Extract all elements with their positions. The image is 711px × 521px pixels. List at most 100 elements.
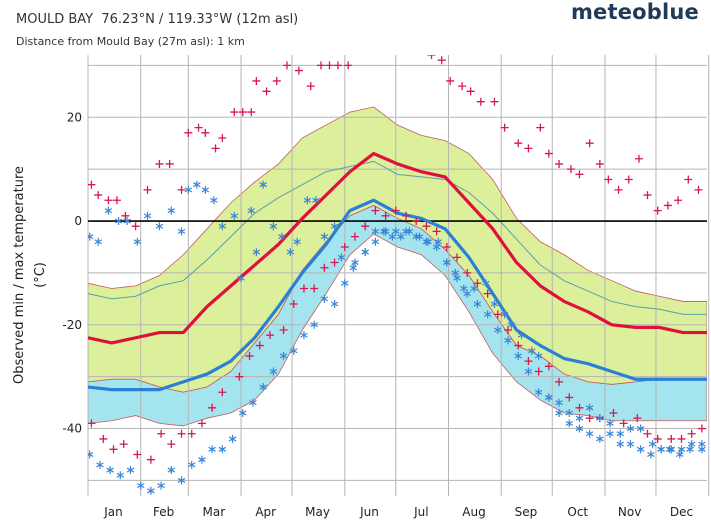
max-mean-line (87, 160, 707, 315)
chart-title: MOULD BAY 76.23°N / 119.33°W (12m asl) (16, 12, 298, 27)
max-record-marker (325, 61, 334, 70)
cold-min-marker (208, 445, 216, 454)
cold-max-marker (667, 434, 676, 443)
min-record-marker (575, 414, 584, 423)
cold-max-marker (340, 242, 349, 251)
min-record-marker (155, 222, 164, 231)
min-record-marker (380, 227, 388, 236)
min-record-marker (133, 237, 142, 246)
cold-max-marker (133, 450, 142, 459)
cold-min-marker (279, 351, 288, 360)
cold-max-marker (619, 419, 628, 428)
min-record-marker (507, 320, 516, 329)
min-record-marker (451, 268, 460, 277)
cold-max-marker (514, 341, 523, 350)
cold-max-marker (687, 429, 696, 438)
cold-min-marker (290, 346, 298, 355)
cold-max-marker (320, 263, 329, 272)
min-record-marker (193, 180, 201, 189)
month-label: Aug (462, 505, 485, 519)
min-record-marker (177, 227, 186, 236)
max-record-marker (437, 56, 446, 65)
max-record-marker (201, 128, 210, 137)
min-temperature-line (88, 198, 707, 392)
cold-min-marker (514, 351, 523, 360)
max-record-marker (262, 87, 271, 96)
cold-max-marker (422, 222, 431, 231)
cold-min-marker (392, 227, 400, 236)
cold-min-marker (636, 445, 645, 454)
cold-min-marker (218, 445, 227, 454)
cold-min-marker (361, 248, 369, 257)
cold-max-marker (119, 440, 128, 449)
max-record-marker (306, 82, 315, 91)
cold-min-marker (269, 367, 278, 376)
min-record-marker (104, 206, 113, 215)
min-record-marker (470, 284, 478, 293)
y-axis-label-line: (°C) (33, 262, 48, 288)
meteoblue-logo[interactable]: meteoblue (570, 0, 699, 24)
y-tick-label: 0 (74, 214, 82, 228)
cold-min-marker (422, 237, 431, 246)
max-temperature-line (88, 151, 707, 345)
month-label: Oct (567, 505, 588, 519)
max-record-marker (354, 41, 362, 49)
month-label: Nov (618, 505, 641, 519)
max-record-marker (536, 123, 545, 132)
cold-min-marker (585, 429, 594, 438)
cold-max-marker (235, 372, 244, 381)
max-record-marker (614, 185, 623, 194)
cold-max-marker (493, 310, 502, 319)
max-record-marker (490, 97, 499, 106)
max-record-marker (595, 159, 604, 168)
cold-min-marker (575, 424, 584, 433)
month-label: Jan (103, 505, 123, 519)
max-record-marker (407, 46, 415, 54)
cold-max-marker (483, 289, 492, 298)
cold-min-marker (626, 440, 635, 449)
y-axis-label: Observed min / max temperature (°C) (12, 166, 48, 384)
cold-min-marker (657, 445, 665, 454)
cold-max-marker (255, 341, 264, 350)
cold-min-marker (453, 274, 461, 283)
max-record-marker (333, 61, 342, 70)
month-label: Jul (413, 505, 428, 519)
min-record-marker (320, 232, 329, 241)
y-tick-label: 20 (67, 110, 82, 124)
min-record-marker (88, 232, 94, 241)
max-record-marker (294, 66, 303, 75)
month-label: Sep (515, 505, 538, 519)
min-record-marker (405, 227, 414, 236)
cold-min-marker (381, 227, 390, 236)
cold-min-marker (310, 320, 318, 329)
min-record-marker (555, 398, 563, 407)
min-record-marker (424, 237, 432, 246)
max-record-marker (458, 82, 467, 91)
cold-min-marker (300, 331, 308, 340)
cold-max-marker (99, 434, 108, 443)
max-record-marker (143, 185, 152, 194)
month-label: May (305, 505, 330, 519)
cold-max-marker (524, 357, 533, 366)
max-record-marker (218, 134, 227, 143)
cold-min-marker (116, 471, 125, 480)
cold-min-marker (320, 294, 329, 303)
max-record-marker (634, 154, 643, 163)
cold-min-marker (463, 289, 471, 298)
min-record-marker (686, 445, 694, 454)
cold-min-marker (432, 242, 441, 251)
max-record-marker (427, 55, 436, 59)
cold-max-marker (265, 331, 274, 340)
max-record-marker (604, 175, 613, 184)
max-record-marker (88, 180, 96, 189)
min-record-marker (337, 253, 346, 262)
cold-max-marker (279, 325, 288, 334)
cold-max-marker (575, 403, 584, 412)
min-record-marker (596, 414, 604, 423)
cold-min-marker (88, 450, 94, 459)
cold-max-marker (299, 284, 308, 293)
cold-max-marker (381, 211, 390, 220)
max-record-marker (365, 41, 373, 49)
min-record-marker (269, 222, 278, 231)
